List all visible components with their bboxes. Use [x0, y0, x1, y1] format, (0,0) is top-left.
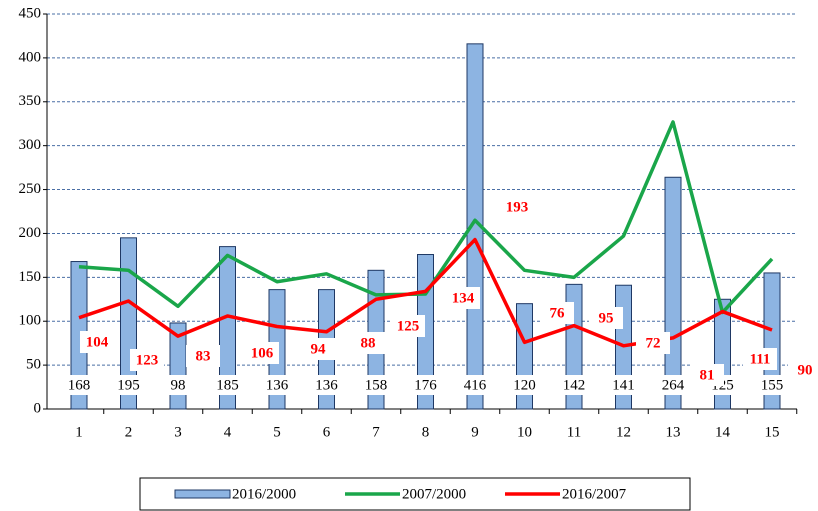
legend-box [139, 477, 691, 511]
line [78, 120, 774, 315]
x-tick-label: 11 [567, 424, 581, 440]
line-value-label: 90 [798, 362, 813, 378]
y-tick-label: 250 [19, 181, 42, 197]
bar-value-label: 185 [216, 377, 239, 393]
line-value-label: 76 [550, 305, 566, 321]
line-value-label: 106 [251, 345, 274, 361]
bar-value-label: 416 [464, 377, 487, 393]
label-bg [245, 342, 279, 364]
x-tick-label: 3 [174, 424, 182, 440]
label-bg [788, 359, 818, 381]
bar-value-label: 155 [761, 377, 784, 393]
line-value-label: 94 [311, 341, 327, 357]
x-tick-label: 1 [75, 424, 83, 440]
label-bg [308, 375, 345, 395]
bar-value-label: 168 [68, 377, 91, 393]
x-tick-label: 9 [471, 424, 479, 440]
x-tick-label: 4 [224, 424, 232, 440]
label-bg [540, 302, 574, 324]
label-bg [80, 331, 114, 353]
x-tick-label: 12 [616, 424, 631, 440]
bar-value-label: 142 [563, 377, 586, 393]
bar-value-label: 158 [365, 377, 388, 393]
bar [763, 272, 781, 410]
label-bg [506, 375, 543, 395]
line-value-label: 123 [136, 352, 159, 368]
label-bg [500, 196, 534, 218]
y-tick-label: 200 [19, 225, 42, 241]
label-bg [446, 287, 480, 309]
bar-value-label: 141 [612, 377, 635, 393]
label-bg [754, 375, 790, 395]
label-bg [301, 338, 335, 360]
label-bg [655, 375, 691, 395]
line-value-label: 193 [506, 199, 529, 215]
bar-value-label: 136 [266, 377, 289, 393]
label-bg [160, 375, 196, 395]
y-tick-label: 350 [19, 93, 42, 109]
line-value-label: 72 [646, 335, 661, 351]
bar-value-label: 98 [171, 377, 186, 393]
label-bg [61, 375, 97, 395]
line-value-label: 125 [397, 318, 420, 334]
label-bg [690, 364, 724, 386]
bar-value-label: 264 [662, 377, 685, 393]
bar [664, 176, 682, 410]
legend-label: 2007/2000 [402, 486, 466, 502]
label-bg [457, 375, 493, 395]
line-value-label: 88 [361, 335, 376, 351]
x-tick-label: 8 [422, 424, 430, 440]
y-tick-label: 0 [34, 400, 42, 416]
label-bg [186, 345, 220, 367]
label-bg [743, 348, 777, 370]
label-bg [110, 375, 147, 395]
label-bg [358, 375, 394, 395]
y-tick-label: 300 [19, 137, 42, 153]
x-tick-label: 7 [372, 424, 380, 440]
x-tick-label: 15 [765, 424, 780, 440]
label-bg [351, 332, 385, 354]
bar-value-label: 136 [315, 377, 338, 393]
line-value-label: 104 [86, 334, 109, 350]
x-tick-label: 2 [125, 424, 133, 440]
label-bg [605, 375, 642, 395]
legend-label: 2016/2007 [562, 486, 627, 502]
label-bg [589, 307, 623, 329]
line-value-label: 81 [700, 367, 715, 383]
x-tick-label: 5 [273, 424, 281, 440]
label-bg [556, 375, 592, 395]
x-tick-label: 10 [517, 424, 532, 440]
bar [219, 246, 236, 410]
bar-value-label: 120 [513, 377, 536, 393]
x-tick-label: 13 [666, 424, 681, 440]
bar-value-label: 195 [117, 377, 140, 393]
label-bg [636, 332, 670, 354]
y-tick-label: 150 [19, 269, 42, 285]
y-tick-label: 100 [19, 313, 42, 329]
y-tick-label: 50 [26, 357, 41, 373]
x-tick-label: 14 [715, 424, 731, 440]
label-bg [209, 375, 246, 395]
label-bg [259, 375, 295, 395]
x-tick-label: 6 [323, 424, 331, 440]
legend-swatch [174, 489, 231, 499]
line-value-label: 95 [599, 310, 614, 326]
line-value-label: 83 [196, 348, 211, 364]
line-value-label: 134 [452, 290, 475, 306]
label-bg [130, 349, 164, 371]
label-bg [391, 315, 425, 337]
y-tick-label: 450 [19, 5, 42, 21]
y-tick-label: 400 [19, 49, 42, 65]
label-bg [407, 375, 444, 395]
legend-label: 2016/2000 [232, 486, 296, 502]
line-value-label: 111 [750, 351, 771, 367]
bar-value-label: 176 [414, 377, 437, 393]
